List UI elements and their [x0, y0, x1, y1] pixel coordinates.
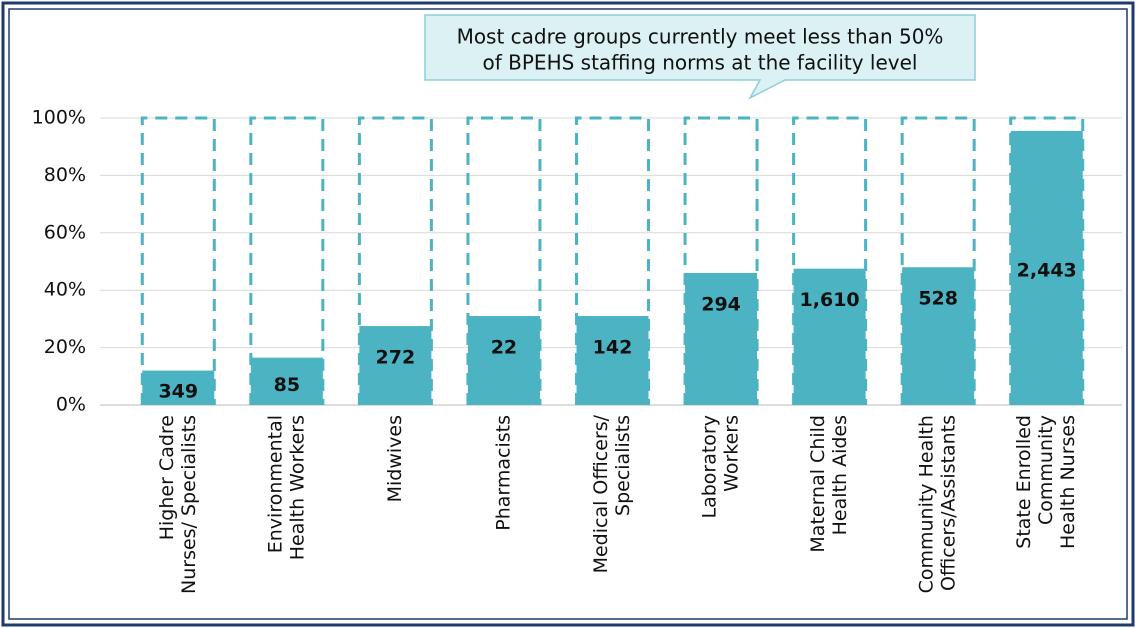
x-tick-label: Nurses/ Specialists [178, 415, 200, 594]
bar [793, 268, 866, 405]
x-tick-label: Medical Officers/ [590, 414, 612, 573]
y-tick-label: 60% [44, 221, 86, 243]
target-outline [140, 116, 216, 405]
x-tick-label: Workers [721, 415, 743, 492]
y-tick-label: 20% [44, 336, 86, 358]
x-tick-label: Pharmacists [492, 415, 514, 531]
y-tick-label: 100% [32, 107, 86, 129]
x-tick-label: Health Aides [829, 415, 851, 535]
data-label: 272 [376, 347, 416, 369]
x-tick-label: Maternal Child [807, 415, 829, 553]
data-label: 349 [158, 380, 198, 402]
y-tick-label: 0% [56, 394, 86, 416]
data-label: 294 [701, 293, 741, 315]
data-label: 85 [274, 374, 300, 396]
x-tick-label: Health Workers [286, 415, 308, 560]
bar [142, 370, 215, 405]
data-label: 1,610 [800, 289, 860, 311]
callout [424, 14, 976, 100]
x-tick-label: Community Health [916, 415, 938, 593]
x-tick-label: Health Nurses [1057, 415, 1079, 549]
target-outline [683, 116, 759, 405]
data-label: 22 [491, 337, 517, 359]
x-tick-label: Higher Cadre [156, 415, 178, 540]
bar [685, 272, 758, 405]
data-label: 142 [593, 337, 633, 359]
target-outline [249, 116, 325, 405]
x-tick-label: Environmental [264, 415, 286, 553]
bar [576, 316, 649, 405]
bar [359, 326, 432, 405]
target-outline [792, 116, 868, 405]
bar [1010, 130, 1083, 406]
bar [250, 357, 323, 405]
data-label: 2,443 [1017, 259, 1077, 281]
x-tick-label: Officers/Assistants [938, 415, 960, 591]
target-outline [900, 116, 976, 405]
bar [902, 267, 975, 405]
annotation: of BPEHS staffing norms at the facility … [483, 51, 918, 75]
y-tick-label: 80% [44, 164, 86, 186]
y-tick-label: 40% [44, 279, 86, 301]
x-tick-label: State Enrolled [1013, 415, 1035, 549]
x-tick-label: Laboratory [699, 415, 721, 519]
x-tick-label: Community [1035, 415, 1057, 525]
bar [467, 316, 540, 405]
target-outline [575, 116, 650, 405]
data-label: 528 [918, 288, 958, 310]
x-tick-label: Specialists [612, 415, 634, 516]
annotation: Most cadre groups currently meet less th… [457, 25, 944, 49]
target-outline [466, 116, 542, 405]
frame-inner [8, 8, 1128, 620]
target-outline [357, 116, 433, 405]
x-tick-label: Midwives [384, 415, 406, 502]
